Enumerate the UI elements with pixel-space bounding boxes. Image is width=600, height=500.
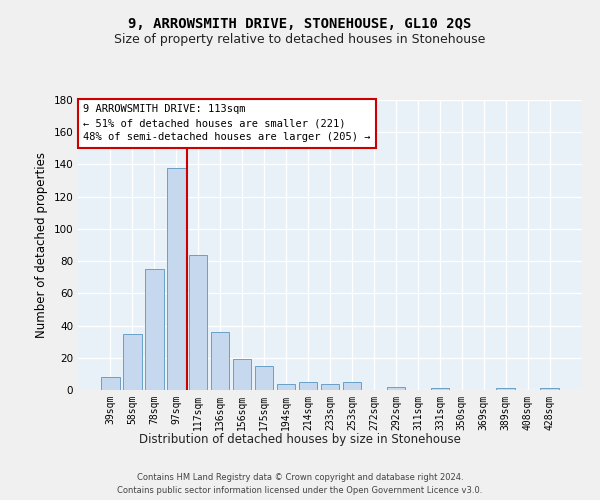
Bar (386, 387, 405, 390)
Text: Distribution of detached houses by size in Stonehouse: Distribution of detached houses by size … (139, 432, 461, 446)
Bar (211, 332, 229, 390)
Y-axis label: Number of detached properties: Number of detached properties (35, 152, 48, 338)
Bar (101, 377, 119, 390)
Bar (233, 360, 251, 390)
Bar (277, 384, 295, 390)
Bar (123, 334, 142, 390)
Bar (189, 254, 208, 390)
Bar (299, 382, 317, 390)
Bar (541, 388, 559, 390)
Bar (167, 168, 185, 390)
Bar (255, 366, 274, 390)
Text: 9, ARROWSMITH DRIVE, STONEHOUSE, GL10 2QS: 9, ARROWSMITH DRIVE, STONEHOUSE, GL10 2Q… (128, 18, 472, 32)
Text: Contains HM Land Registry data © Crown copyright and database right 2024.
Contai: Contains HM Land Registry data © Crown c… (118, 473, 482, 495)
Bar (320, 384, 340, 390)
Text: 9 ARROWSMITH DRIVE: 113sqm
← 51% of detached houses are smaller (221)
48% of sem: 9 ARROWSMITH DRIVE: 113sqm ← 51% of deta… (83, 104, 371, 142)
Text: Size of property relative to detached houses in Stonehouse: Size of property relative to detached ho… (115, 32, 485, 46)
Bar (431, 388, 449, 390)
Bar (496, 388, 515, 390)
Bar (343, 382, 361, 390)
Bar (145, 269, 164, 390)
